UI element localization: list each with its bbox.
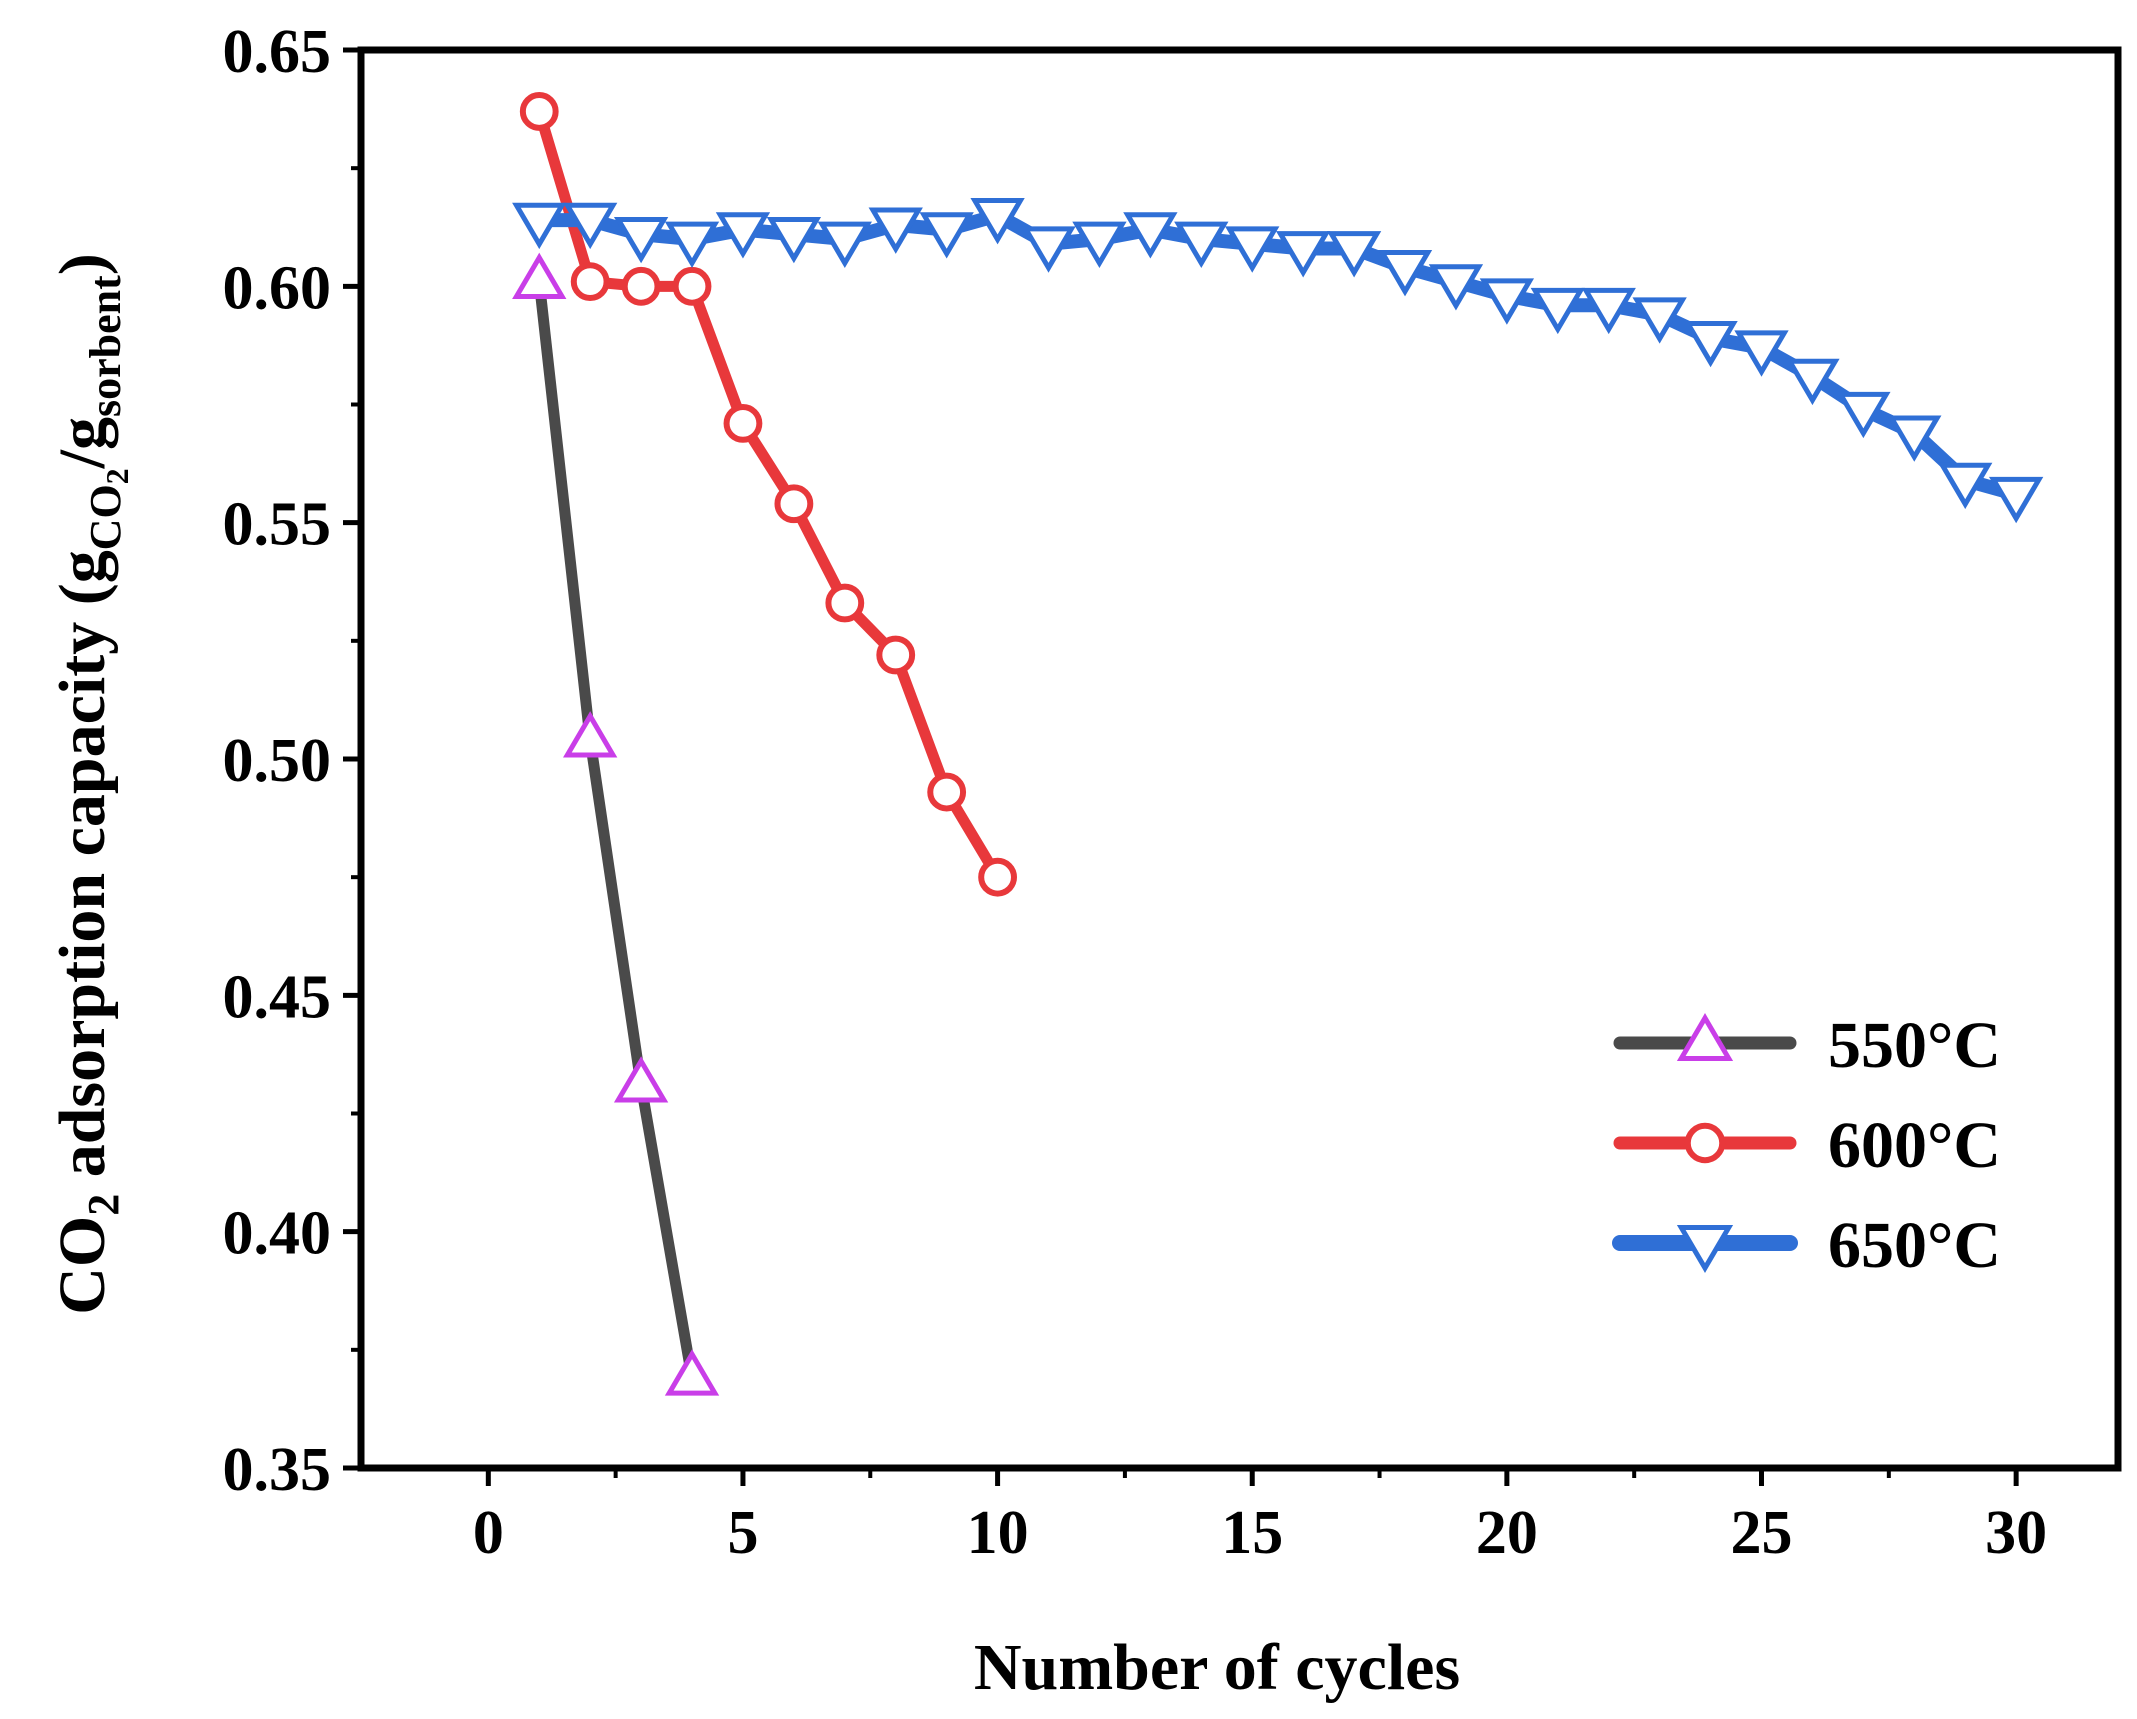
data-point-650°C-20 xyxy=(1479,278,1535,325)
y-tick-label-0.60: 0.60 xyxy=(223,254,332,322)
data-point-600°C-4 xyxy=(672,266,712,306)
legend-marker-650°C xyxy=(1676,1225,1734,1273)
y-tick-label-0.65: 0.65 xyxy=(223,18,332,86)
data-point-650°C-13 xyxy=(1123,212,1178,259)
data-point-600°C-5 xyxy=(723,404,763,443)
x-tick-label-5: 5 xyxy=(727,1499,758,1567)
data-point-650°C-23 xyxy=(1632,297,1687,344)
y-axis-label: CO2 adsorption capacity (gCO2/gsorbent) xyxy=(46,253,135,1315)
data-point-650°C-1 xyxy=(512,202,567,250)
data-point-650°C-17 xyxy=(1326,231,1382,278)
data-point-650°C-25 xyxy=(1734,330,1789,377)
data-point-650°C-2 xyxy=(563,202,618,250)
y-axis-label-sub-sorbent: sorbent xyxy=(81,275,130,417)
data-point-600°C-2 xyxy=(570,262,610,302)
y-axis-label-co-sub: 2 xyxy=(79,1194,128,1216)
y-tick-label-0.50: 0.50 xyxy=(223,727,332,795)
data-point-650°C-15 xyxy=(1225,226,1280,273)
data-point-650°C-5 xyxy=(715,212,771,259)
data-point-550°C-1 xyxy=(512,252,567,299)
legend-label-650°C: 650°C xyxy=(1828,1209,2001,1282)
axes-layer: 0 5 10 15 20 25 30 0.35 0.40 0.45 0.50 0.55 0.60 0.65 xyxy=(223,18,2122,1567)
legend-marker-600°C xyxy=(1684,1122,1726,1164)
series-650°C xyxy=(512,198,2044,524)
data-point-650°C-19 xyxy=(1428,264,1484,311)
x-axis-label: Number of cycles xyxy=(974,1631,1460,1704)
data-point-600°C-6 xyxy=(774,484,814,524)
data-point-650°C-10 xyxy=(970,198,1025,245)
y-axis-label-sub-co-sub: 2 xyxy=(99,468,135,484)
y-axis-label-rest: adsorption capacity (g xyxy=(46,550,119,1194)
y-tick-label-0.45: 0.45 xyxy=(223,963,332,1031)
x-tick-label-20: 20 xyxy=(1476,1499,1538,1567)
data-point-650°C-7 xyxy=(817,221,872,269)
data-point-650°C-29 xyxy=(1938,462,1993,510)
series-layer xyxy=(512,92,2044,1396)
data-point-550°C-2 xyxy=(563,711,618,758)
data-point-600°C-8 xyxy=(876,635,916,675)
data-point-650°C-21 xyxy=(1530,287,1585,335)
y-tick-label-0.55: 0.55 xyxy=(223,491,332,559)
x-tick-label-25: 25 xyxy=(1731,1499,1793,1567)
data-point-600°C-3 xyxy=(621,266,661,306)
legend: 550°C 600°C 650°C xyxy=(1612,1009,2001,1282)
data-point-650°C-16 xyxy=(1275,231,1331,278)
data-point-600°C-10 xyxy=(978,857,1017,897)
data-point-650°C-8 xyxy=(868,207,923,254)
data-point-650°C-4 xyxy=(664,221,720,269)
x-tick-label-0: 0 xyxy=(473,1499,504,1567)
data-point-650°C-9 xyxy=(919,212,974,259)
legend-marker-550°C xyxy=(1676,1013,1734,1061)
series-line-600°C xyxy=(533,105,1004,883)
data-point-650°C-6 xyxy=(766,216,822,264)
data-point-650°C-18 xyxy=(1377,250,1433,297)
data-point-650°C-24 xyxy=(1683,320,1738,368)
data-point-650°C-28 xyxy=(1887,415,1942,462)
y-axis-label-slash: /g xyxy=(46,417,119,469)
x-tick-label-15: 15 xyxy=(1221,1499,1283,1567)
y-axis-label-sub-co: CO xyxy=(81,484,130,550)
x-tick-label-10: 10 xyxy=(967,1499,1029,1567)
data-point-650°C-30 xyxy=(1988,476,2044,524)
data-point-650°C-26 xyxy=(1785,358,1840,406)
legend-label-600°C: 600°C xyxy=(1828,1109,2001,1182)
y-axis-label-close: ) xyxy=(46,253,119,275)
data-point-650°C-3 xyxy=(613,216,669,264)
series-line-550°C xyxy=(533,276,698,1384)
data-point-550°C-3 xyxy=(613,1056,669,1103)
data-point-600°C-7 xyxy=(825,583,865,623)
data-point-650°C-27 xyxy=(1836,391,1891,439)
data-point-650°C-22 xyxy=(1581,287,1636,335)
y-axis-label-co: CO xyxy=(46,1216,119,1315)
x-tick-label-30: 30 xyxy=(1985,1499,2047,1567)
data-point-650°C-12 xyxy=(1072,221,1127,269)
data-point-550°C-4 xyxy=(664,1349,720,1396)
data-point-650°C-11 xyxy=(1021,226,1076,273)
data-point-600°C-9 xyxy=(927,772,967,812)
data-point-650°C-14 xyxy=(1174,221,1229,269)
legend-label-550°C: 550°C xyxy=(1828,1009,2001,1082)
data-point-600°C-1 xyxy=(519,92,559,131)
series-550°C xyxy=(512,252,720,1396)
y-tick-label-0.35: 0.35 xyxy=(223,1436,332,1504)
y-tick-label-0.40: 0.40 xyxy=(223,1200,332,1268)
series-600°C xyxy=(519,92,1017,897)
